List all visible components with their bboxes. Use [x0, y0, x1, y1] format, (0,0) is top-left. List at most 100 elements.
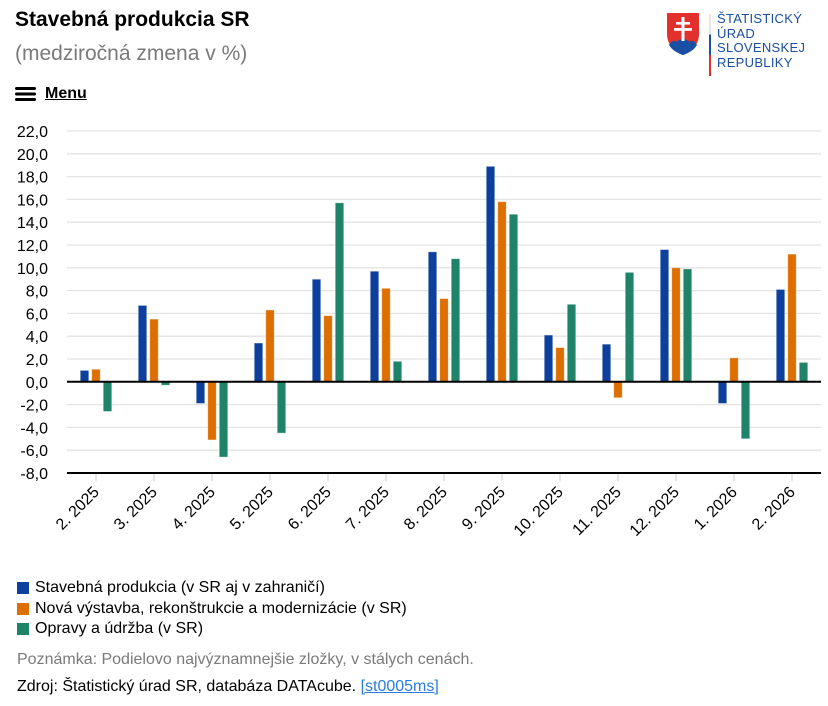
bar: [566, 303, 577, 383]
bar: [149, 318, 159, 383]
bar: [207, 381, 217, 441]
bar: [427, 251, 438, 383]
menu-label: Menu: [45, 85, 87, 102]
y-tick-label: 12,0: [17, 238, 48, 255]
bar: [787, 253, 797, 383]
x-tick-label: 12. 2025: [627, 484, 683, 540]
menu-button[interactable]: Menu: [15, 85, 87, 103]
bar: [729, 357, 739, 383]
legend-item[interactable]: Opravy a údržba (v SR): [17, 619, 407, 640]
logo-line: SLOVENSKEJ: [717, 40, 806, 55]
x-tick-label: 6. 2025: [285, 484, 335, 534]
y-tick-label: 8,0: [26, 284, 48, 301]
x-tick-label: 2. 2026: [749, 484, 799, 534]
gridlines: [67, 130, 821, 451]
bar: [323, 315, 333, 383]
legend-swatch: [17, 623, 29, 636]
chart-note: Poznámka: Podielovo najvýznamnejšie zlož…: [17, 651, 474, 668]
bar: [218, 381, 229, 458]
y-tick-label: 10,0: [17, 261, 48, 278]
y-tick-label: 18,0: [17, 170, 48, 187]
bar: [717, 381, 728, 404]
y-tick-label: 2,0: [26, 352, 48, 369]
x-tick-label: 4. 2025: [169, 484, 219, 534]
bar: [195, 381, 206, 404]
source-text: Zdroj: Štatistický úrad SR, databáza DAT…: [17, 678, 361, 695]
bar: [137, 305, 148, 383]
x-tick-label: 1. 2026: [691, 484, 741, 534]
bar: [276, 381, 287, 434]
bar-chart: 22,0 20,0 18,0 16,0 14,0 12,0 10,0 8,0 6,0 4,0 2,0…: [17, 124, 821, 540]
bar: [555, 347, 565, 383]
bar: [543, 334, 554, 383]
bar: [381, 287, 391, 383]
bar: [311, 278, 322, 383]
legend: Stavebná produkcia (v SR aj v zahraničí)…: [17, 578, 407, 640]
bar: [613, 381, 623, 399]
bar: [508, 213, 519, 383]
page-title: Stavebná produkcia SR: [15, 8, 250, 31]
hamburger-icon: [15, 87, 36, 101]
bar: [102, 381, 113, 412]
bar: [91, 368, 101, 383]
x-tick-label: 11. 2025: [570, 484, 625, 539]
bar: [624, 271, 635, 383]
x-tick-label: 2. 2025: [53, 484, 103, 534]
y-tick-label: 6,0: [26, 306, 48, 323]
logo-divider: [709, 14, 711, 76]
logo-line: ÚRAD: [717, 25, 756, 41]
source-link[interactable]: [st0005ms]: [360, 678, 439, 695]
bar: [485, 165, 496, 383]
x-tick-label: 5. 2025: [227, 484, 277, 534]
bar: [682, 268, 693, 383]
susr-logo[interactable]: ŠTATISTICKÝ ÚRAD SLOVENSKEJ REPUBLIKY: [666, 11, 806, 76]
y-tick-label: -2,0: [20, 398, 48, 415]
bar: [798, 362, 809, 383]
logo-text: ŠTATISTICKÝ ÚRAD SLOVENSKEJ REPUBLIKY: [717, 11, 806, 70]
slovak-coat-of-arms-icon: [667, 13, 699, 55]
bar: [253, 342, 264, 383]
bar: [659, 249, 670, 383]
y-tick-label: 20,0: [17, 147, 48, 164]
y-tick-label: -6,0: [20, 443, 48, 460]
legend-label: Opravy a údržba (v SR): [35, 620, 204, 637]
bar: [671, 267, 681, 383]
x-axis-ticks: 2. 2025 3. 2025 4. 2025 5. 2025 6. 2025 7. 20…: [53, 474, 799, 540]
legend-item[interactable]: Stavebná produkcia (v SR aj v zahraničí): [17, 578, 407, 599]
y-tick-label: 0,0: [26, 375, 48, 392]
legend-swatch: [17, 582, 29, 595]
bar: [740, 381, 751, 440]
x-tick-label: 7. 2025: [343, 484, 393, 534]
y-tick-label: 16,0: [17, 192, 48, 209]
y-tick-label: 22,0: [17, 124, 48, 141]
bar: [439, 298, 449, 383]
bar: [369, 270, 380, 383]
bar: [775, 289, 786, 383]
y-tick-label: -4,0: [20, 420, 48, 437]
x-tick-label: 8. 2025: [401, 484, 451, 534]
bar: [334, 202, 345, 383]
y-tick-label: 14,0: [17, 215, 48, 232]
bar: [79, 369, 90, 383]
chart-source: Zdroj: Štatistický úrad SR, databáza DAT…: [17, 678, 439, 696]
logo-line: REPUBLIKY: [717, 54, 793, 70]
bar: [497, 201, 507, 383]
page-subtitle: (medziročná zmena v %): [15, 42, 248, 65]
bar: [265, 309, 275, 383]
logo-line: ŠTATISTICKÝ: [717, 11, 803, 26]
y-axis-ticks: 22,0 20,0 18,0 16,0 14,0 12,0 10,0 8,0 6,0 4,0 2,0…: [17, 124, 48, 483]
y-tick-label: 4,0: [26, 329, 48, 346]
x-tick-label: 3. 2025: [111, 484, 161, 534]
axes: [67, 380, 821, 474]
legend-label: Stavebná produkcia (v SR aj v zahraničí): [35, 579, 325, 596]
x-tick-label: 9. 2025: [459, 484, 509, 534]
bar: [450, 258, 461, 383]
legend-item[interactable]: Nová výstavba, rekonštrukcie a modernizá…: [17, 599, 407, 620]
legend-label: Nová výstavba, rekonštrukcie a modernizá…: [35, 599, 407, 617]
bar: [392, 360, 403, 383]
legend-swatch: [17, 602, 29, 615]
x-tick-label: 10. 2025: [511, 484, 567, 540]
y-tick-label: -8,0: [20, 466, 48, 483]
bars: [79, 165, 809, 458]
bar: [601, 343, 612, 383]
